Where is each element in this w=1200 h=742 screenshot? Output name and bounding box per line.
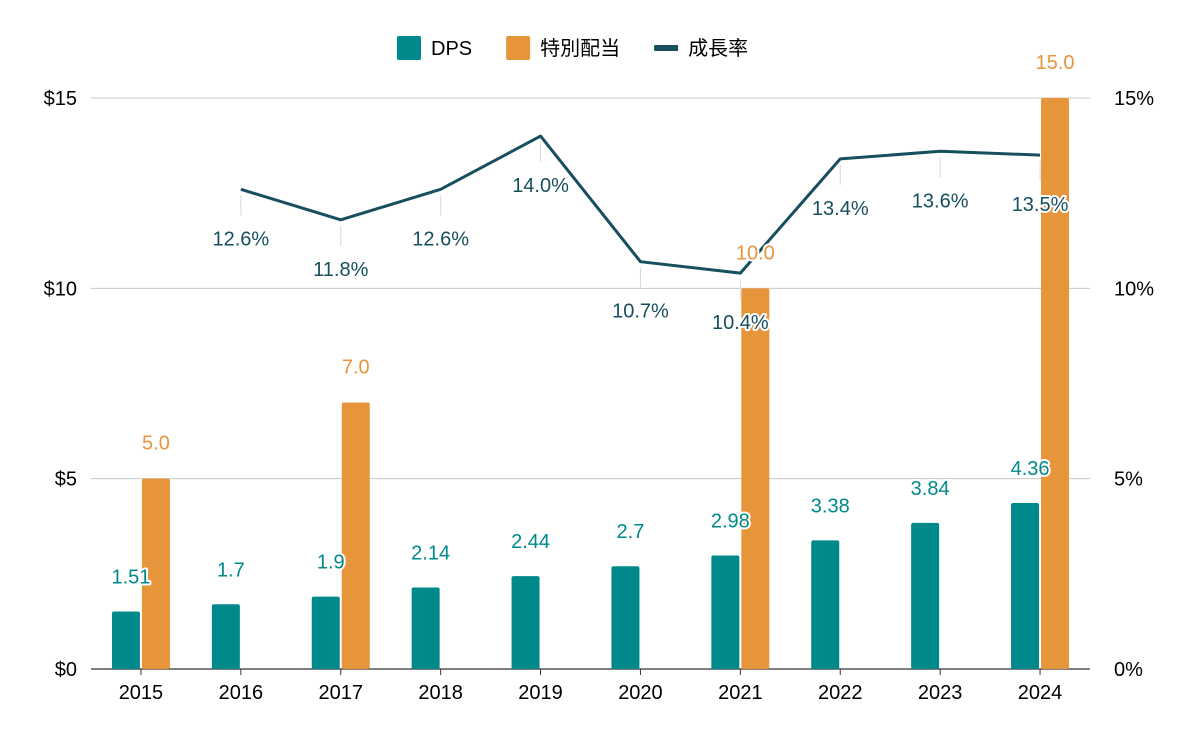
data-label-dps: 1.9: [317, 552, 345, 574]
data-label-growth-rate: 11.8%: [313, 259, 368, 281]
data-label-growth-rate: 10.4%: [712, 312, 769, 334]
x-tick-label: 2018: [418, 682, 463, 704]
data-label-growth-rate: 13.4%: [812, 198, 869, 220]
legend: DPS 特別配当 成長率: [397, 36, 748, 60]
data-label-dps: 3.84: [911, 478, 950, 500]
data-label-special-dividend: 10.0: [736, 242, 775, 264]
data-label-special-dividend: 15.0: [1036, 52, 1075, 74]
x-tick-label: 2017: [319, 682, 364, 704]
data-label-dps: 1.51: [111, 567, 150, 589]
data-label-growth-rate: 13.6%: [912, 190, 969, 212]
bar-dps: [511, 576, 540, 669]
x-tick-label: 2015: [119, 682, 164, 704]
bars: [111, 98, 1070, 669]
x-tick-label: 2021: [718, 682, 763, 704]
legend-swatch: [506, 36, 531, 60]
bar-dps: [611, 566, 640, 669]
bar-special-dividend: [341, 402, 370, 669]
growth-line: [240, 134, 1041, 300]
data-label-dps: 2.98: [711, 511, 750, 533]
bar-special-dividend: [741, 288, 770, 669]
x-tick-label: 2023: [918, 682, 963, 704]
y-left-tick-label: $0: [55, 659, 77, 681]
bar-dps: [311, 596, 340, 669]
growth-rate-line: [240, 134, 1041, 275]
bar-dps: [211, 604, 240, 669]
x-tick-label: 2019: [518, 682, 563, 704]
x-tick-label: 2024: [1018, 682, 1063, 704]
gridlines: [91, 97, 1090, 670]
x-tick-label: 2022: [818, 682, 863, 704]
data-label-growth-rate: 13.5%: [1012, 194, 1069, 216]
data-label-special-dividend: 7.0: [342, 357, 370, 379]
bar-dps: [411, 587, 440, 669]
y-right-tick-label: 0%: [1114, 659, 1143, 681]
bar-dps: [911, 522, 940, 669]
legend-label: 特別配当: [540, 37, 620, 60]
x-tick-label: 2020: [618, 682, 663, 704]
bar-dps: [1011, 503, 1040, 669]
legend-label: DPS: [431, 38, 472, 60]
data-label-growth-rate: 12.6%: [412, 228, 469, 250]
data-label-dps: 1.7: [217, 559, 245, 581]
data-label-growth-rate: 12.6%: [212, 228, 269, 250]
axes: $0 $5 $10 $15 0% 5% 10% 15% 2015 2016 2017 2018 2019…: [44, 88, 1155, 704]
y-left-tick-label: $15: [44, 88, 77, 110]
y-right-tick-label: 10%: [1114, 278, 1154, 300]
bar-dps: [711, 555, 740, 669]
data-label-dps: 4.36: [1011, 458, 1050, 480]
y-right-tick-label: 15%: [1114, 88, 1154, 110]
y-right-tick-label: 5%: [1114, 469, 1143, 491]
legend-label: 成長率: [688, 37, 748, 60]
bar-special-dividend: [1041, 98, 1070, 669]
legend-swatch-line: [654, 45, 679, 51]
data-label-dps: 2.7: [617, 521, 645, 543]
data-label-special-dividend: 5.0: [142, 433, 170, 455]
data-label-dps: 3.38: [811, 495, 850, 517]
bar-dps: [811, 540, 840, 669]
x-tick-label: 2016: [219, 682, 264, 704]
bar-special-dividend: [141, 478, 170, 669]
bar-dps: [111, 611, 140, 669]
legend-swatch: [397, 36, 421, 60]
data-label-dps: 2.14: [411, 543, 450, 565]
data-label-growth-rate: 10.7%: [612, 301, 669, 323]
y-left-tick-label: $10: [44, 278, 77, 300]
data-label-dps: 2.44: [511, 531, 550, 553]
data-label-growth-rate: 14.0%: [512, 175, 569, 197]
data-labels: 1.51 1.7 1.9 2.14 2.44 2.7 2.98 3.38 3.84 4.36 5.0…: [109, 50, 1076, 591]
y-left-tick-label: $5: [55, 469, 77, 491]
